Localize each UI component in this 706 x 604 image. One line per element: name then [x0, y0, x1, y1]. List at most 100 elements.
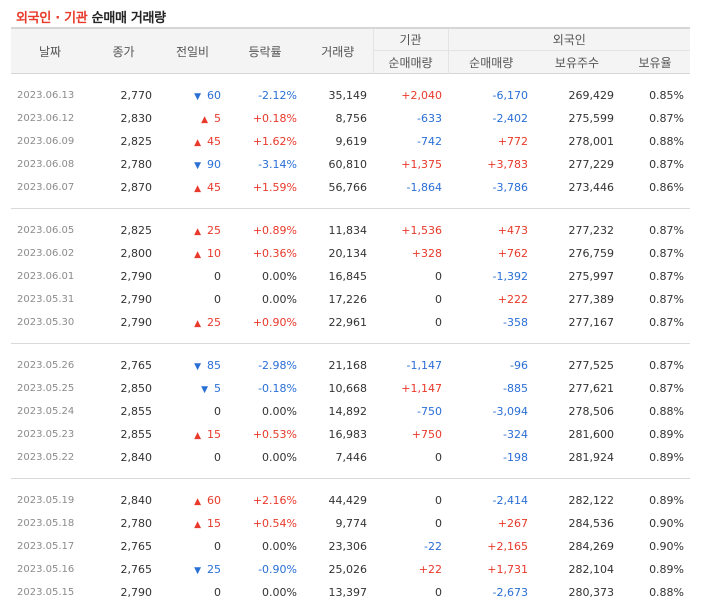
change-value: 25 [207, 563, 221, 576]
arrow-down-icon: ▼ [201, 385, 208, 395]
cell-holdings: 278,506 [534, 400, 620, 423]
cell-ratio: 0.87% [620, 311, 690, 334]
change-value: 60 [207, 89, 221, 102]
cell-inst-net: +1,147 [373, 377, 448, 400]
cell-ratio: 0.87% [620, 219, 690, 242]
cell-date: 2023.05.25 [11, 377, 89, 400]
cell-ratio: 0.89% [620, 423, 690, 446]
cell-close: 2,830 [89, 107, 158, 130]
cell-date: 2023.06.07 [11, 176, 89, 199]
cell-date: 2023.05.30 [11, 311, 89, 334]
cell-close: 2,840 [89, 489, 158, 512]
cell-ratio: 0.87% [620, 242, 690, 265]
cell-change: ▲15 [158, 423, 227, 446]
arrow-up-icon: ▲ [194, 497, 201, 507]
cell-inst-net: 0 [373, 489, 448, 512]
cell-ratio: 0.87% [620, 153, 690, 176]
cell-volume: 8,756 [303, 107, 373, 130]
group-divider [11, 469, 690, 479]
header-holdings: 보유주수 [534, 51, 620, 74]
cell-date: 2023.05.15 [11, 581, 89, 604]
cell-date: 2023.06.08 [11, 153, 89, 176]
cell-change: ▼5 [158, 377, 227, 400]
group-spacer [11, 344, 690, 355]
cell-rate: -3.14% [227, 153, 303, 176]
cell-date: 2023.06.13 [11, 84, 89, 107]
cell-date: 2023.06.01 [11, 265, 89, 288]
cell-inst-net: 0 [373, 446, 448, 469]
change-value: 85 [207, 359, 221, 372]
cell-inst-net: +1,536 [373, 219, 448, 242]
cell-change: 0 [158, 400, 227, 423]
cell-volume: 9,619 [303, 130, 373, 153]
cell-close: 2,765 [89, 535, 158, 558]
cell-volume: 60,810 [303, 153, 373, 176]
cell-close: 2,780 [89, 512, 158, 535]
cell-ratio: 0.87% [620, 377, 690, 400]
change-value: 60 [207, 494, 221, 507]
trade-table: 날짜 종가 전일비 등락률 거래량 기관 외국인 순매매량 순매매량 보유주수 … [11, 27, 690, 604]
cell-volume: 21,168 [303, 354, 373, 377]
header-rate: 등락률 [227, 28, 303, 74]
arrow-up-icon: ▲ [201, 115, 208, 125]
cell-ratio: 0.90% [620, 535, 690, 558]
cell-inst-net: -1,147 [373, 354, 448, 377]
cell-close: 2,855 [89, 400, 158, 423]
change-value: 25 [207, 316, 221, 329]
header-date: 날짜 [11, 28, 89, 74]
cell-volume: 16,983 [303, 423, 373, 446]
cell-rate: +1.59% [227, 176, 303, 199]
cell-ratio: 0.87% [620, 288, 690, 311]
cell-change: ▼60 [158, 84, 227, 107]
group-divider [11, 334, 690, 344]
cell-rate: +0.36% [227, 242, 303, 265]
change-value: 5 [214, 112, 221, 125]
cell-holdings: 269,429 [534, 84, 620, 107]
cell-volume: 11,834 [303, 219, 373, 242]
cell-foreign-net: +222 [448, 288, 534, 311]
cell-date: 2023.05.17 [11, 535, 89, 558]
cell-rate: 0.00% [227, 581, 303, 604]
change-value: 10 [207, 247, 221, 260]
cell-ratio: 0.86% [620, 176, 690, 199]
cell-foreign-net: -198 [448, 446, 534, 469]
cell-ratio: 0.88% [620, 400, 690, 423]
cell-close: 2,765 [89, 558, 158, 581]
section-title: 외국인 · 기관 순매매 거래량 [16, 7, 166, 26]
arrow-up-icon: ▲ [194, 138, 201, 148]
cell-change: ▲45 [158, 176, 227, 199]
cell-foreign-net: +473 [448, 219, 534, 242]
cell-ratio: 0.89% [620, 489, 690, 512]
cell-inst-net: 0 [373, 288, 448, 311]
cell-change: ▼90 [158, 153, 227, 176]
cell-holdings: 281,600 [534, 423, 620, 446]
title-institution: 기관 [64, 11, 87, 26]
cell-ratio: 0.88% [620, 581, 690, 604]
cell-ratio: 0.89% [620, 558, 690, 581]
cell-foreign-net: -2,402 [448, 107, 534, 130]
cell-volume: 7,446 [303, 446, 373, 469]
cell-holdings: 277,167 [534, 311, 620, 334]
cell-change: ▲25 [158, 311, 227, 334]
group-spacer [11, 479, 690, 490]
cell-date: 2023.05.24 [11, 400, 89, 423]
cell-close: 2,825 [89, 219, 158, 242]
arrow-up-icon: ▲ [194, 520, 201, 530]
cell-rate: -2.12% [227, 84, 303, 107]
cell-date: 2023.05.19 [11, 489, 89, 512]
cell-close: 2,825 [89, 130, 158, 153]
cell-change: 0 [158, 265, 227, 288]
cell-date: 2023.05.18 [11, 512, 89, 535]
cell-rate: +1.62% [227, 130, 303, 153]
cell-date: 2023.06.12 [11, 107, 89, 130]
cell-volume: 23,306 [303, 535, 373, 558]
